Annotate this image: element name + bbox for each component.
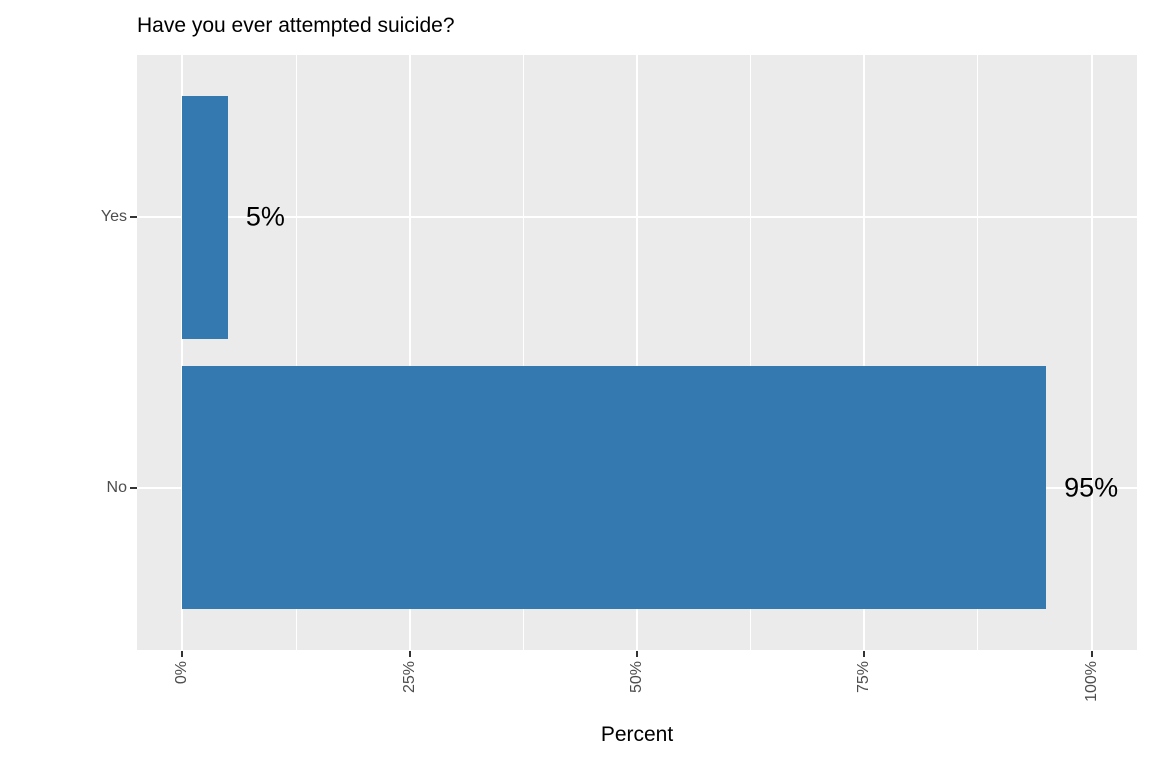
bar-value-label: 5% [245,201,285,232]
gridline-major [408,55,411,650]
x-tick-label: 25% [400,661,418,694]
gridline-major [863,55,866,650]
bar-yes [182,95,228,339]
bar-value-label: 95% [1064,472,1119,503]
x-tick-label: 50% [628,661,645,694]
x-tick-mark [181,651,184,657]
y-tick-label: Yes [100,208,127,226]
gridline-major [1090,55,1093,650]
gridline-horizontal [137,216,1137,219]
plot-panel: 5% 95% [137,55,1137,650]
gridline-major [636,55,638,650]
gridline-major [181,55,184,650]
x-tick-mark [408,651,411,657]
gridline-minor [750,55,752,650]
x-tick-mark [863,651,866,657]
gridline-minor [977,55,979,650]
x-axis-title: Percent [600,723,674,746]
x-tick-label: 75% [855,661,873,694]
bar-no [182,366,1047,610]
x-tick-label: 100% [1082,661,1100,702]
y-tick-label: No [106,478,127,496]
gridline-minor [522,55,524,650]
chart-title: Have you ever attempted suicide? [137,14,455,37]
y-tick-mark [130,216,137,219]
x-tick-label: 0% [173,661,191,685]
gridline-minor [295,55,297,650]
x-tick-mark [636,651,638,657]
y-tick-mark [130,486,137,489]
x-tick-mark [1090,651,1093,657]
